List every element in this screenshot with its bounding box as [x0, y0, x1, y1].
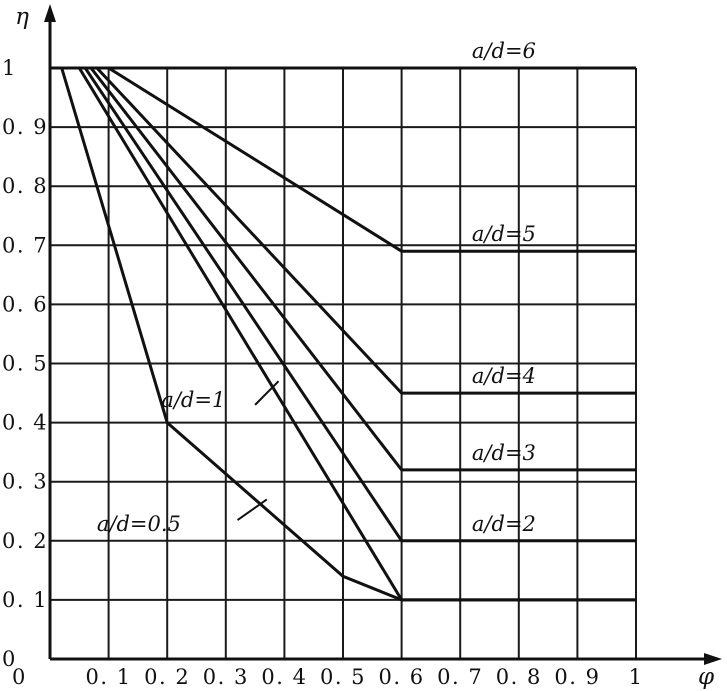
y-axis-arrow-icon [44, 4, 56, 22]
x-tick-label: 0. 1 [86, 665, 132, 689]
series-label-a-d-1: a/d=1 [161, 388, 225, 412]
x-tick-label: 0. 2 [144, 665, 190, 689]
series-label-a-d-6: a/d=6 [472, 39, 536, 63]
x-axis-title: φ [698, 664, 715, 690]
label-leader-line [254, 380, 280, 406]
series-label-a-d-5: a/d=5 [472, 222, 536, 246]
y-tick-label: 0. 7 [2, 233, 48, 257]
y-tick-label: 0. 9 [2, 115, 48, 139]
x-tick-label: 0. 8 [496, 665, 542, 689]
y-tick-label: 0. 6 [2, 292, 48, 316]
x-tick-label: 1 [629, 665, 644, 689]
series-label-a-d-4: a/d=4 [472, 364, 536, 388]
grid [50, 66, 637, 659]
series-label-a-d-0-5: a/d=0.5 [97, 512, 181, 536]
y-tick-label: 0. 5 [2, 352, 48, 376]
axes [44, 4, 722, 665]
x-tick-label: 0 [12, 665, 27, 689]
label-leader-line [236, 498, 268, 521]
x-tick-label: 0. 4 [261, 665, 307, 689]
x-axis-arrow-icon [704, 653, 722, 665]
series-lines [50, 66, 636, 602]
y-tick-label: 0. 2 [2, 529, 48, 553]
x-tick-label: 0. 3 [203, 665, 249, 689]
tick-labels: 0 0. 1 0. 2 0. 3 0. 4 0. 5 0. 6 0. 7 0. 8 0. 9 1 0 0… [2, 56, 644, 689]
y-axis-title: η [15, 4, 29, 30]
x-tick-label: 0. 7 [437, 665, 483, 689]
y-tick-label: 0 [2, 647, 17, 671]
y-tick-label: 1 [2, 56, 17, 80]
x-tick-label: 0. 6 [379, 665, 425, 689]
y-tick-label: 0. 1 [2, 588, 48, 612]
series-label-a-d-3: a/d=3 [472, 441, 536, 465]
series-label-a-d-2: a/d=2 [472, 512, 536, 536]
x-tick-label: 0. 9 [554, 665, 600, 689]
y-tick-label: 0. 3 [2, 470, 48, 494]
y-tick-label: 0. 8 [2, 174, 48, 198]
series-labels: a/d=6 a/d=5 a/d=4 a/d=3 a/d=2 a/d=1 a/d=0.5 [97, 39, 536, 536]
x-tick-label: 0. 5 [320, 665, 366, 689]
y-tick-label: 0. 4 [2, 411, 48, 435]
